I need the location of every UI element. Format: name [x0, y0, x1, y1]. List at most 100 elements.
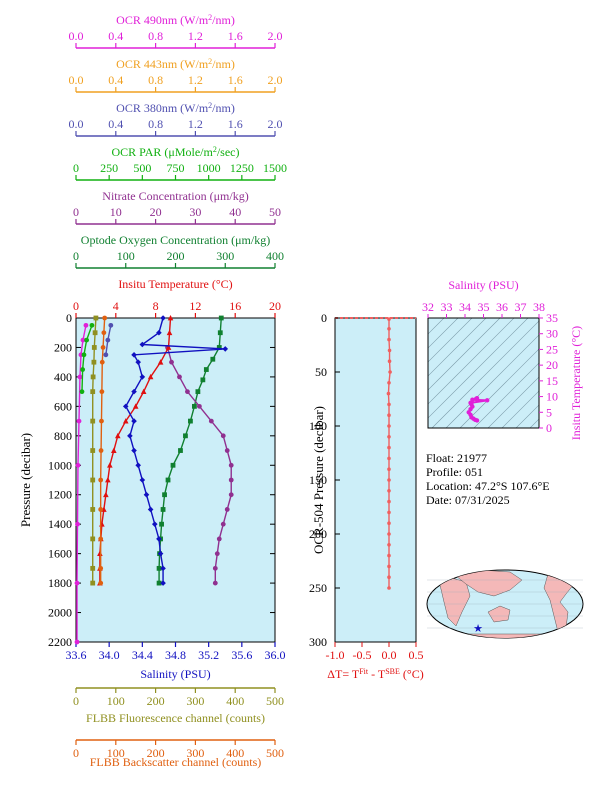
top-tick-label-ocr443: 0.4 — [108, 73, 123, 87]
top-tick-label-par: 1250 — [230, 161, 254, 175]
data-point-ocr380 — [108, 322, 114, 328]
data-point-temperature — [167, 315, 174, 321]
density-contour — [428, 318, 529, 419]
top-tick-label-oxygen: 200 — [167, 249, 185, 263]
data-point-oxygen — [188, 418, 193, 424]
density-contour — [431, 320, 539, 428]
density-contour — [428, 318, 515, 405]
location: Location: 47.2°S 107.6°E — [426, 479, 550, 493]
series-line-backscatter — [99, 317, 106, 584]
y-tick-label: 400 — [54, 370, 72, 384]
data-point-fluorescence — [90, 448, 96, 453]
top-tick-label-oxygen: 400 — [266, 249, 284, 263]
dt-data-point — [387, 489, 391, 493]
bottom-tick-label-backscatter: 100 — [107, 746, 125, 760]
data-point-nitrate — [228, 462, 234, 468]
data-point-par — [79, 389, 85, 395]
density-contour — [428, 318, 445, 335]
data-point-fluorescence — [92, 330, 98, 336]
density-contour — [428, 318, 473, 363]
data-point-nitrate — [185, 389, 190, 395]
data-point-oxygen — [159, 521, 164, 527]
top-tick-label-temperature: 20 — [269, 299, 281, 313]
world-map: ★ — [426, 569, 584, 639]
data-point-temperature — [122, 418, 129, 424]
dt-y-tick-label: 200 — [309, 527, 327, 541]
data-point-fluorescence — [91, 345, 97, 350]
bottom-tick-label-salinity: 33.6 — [66, 648, 87, 662]
data-point-ocr380 — [105, 337, 111, 343]
data-point-salinity — [160, 315, 166, 321]
data-point-backscatter — [98, 507, 104, 512]
data-point-salinity — [127, 433, 133, 439]
density-contour — [428, 318, 459, 349]
data-point-nitrate — [212, 565, 218, 571]
data-point-temperature — [107, 462, 113, 468]
dt-y-tick-label: 250 — [309, 581, 327, 595]
data-point-backscatter — [102, 315, 108, 321]
data-point-backscatter — [98, 580, 104, 586]
data-point-backscatter — [99, 389, 105, 395]
dt-data-point — [387, 564, 391, 569]
antarctica-shape — [439, 633, 571, 638]
bottom-tick-label-fluorescence: 0 — [73, 694, 79, 708]
data-point-ocr490 — [76, 418, 82, 424]
data-point-ocr490 — [77, 374, 83, 380]
data-point-salinity — [131, 352, 137, 358]
top-tick-label-nitrate: 30 — [189, 205, 201, 219]
y-tick-label: 2200 — [48, 635, 72, 649]
data-point-nitrate — [220, 433, 226, 439]
top-tick-label-par: 500 — [133, 161, 151, 175]
top-tick-label-temperature: 8 — [153, 299, 159, 313]
data-point-salinity — [139, 477, 146, 483]
data-point-temperature — [111, 447, 117, 453]
data-point-ocr490 — [74, 580, 80, 586]
ts-x-tick-label: 35 — [478, 300, 490, 314]
top-tick-label-ocr490: 1.6 — [228, 29, 243, 43]
axis-title-nitrate: Nitrate Concentration (μm/kg) — [102, 189, 248, 203]
data-point-fluorescence — [91, 359, 97, 365]
ts-x-tick-label: 38 — [533, 300, 545, 314]
dt-x-tick-label: 0.5 — [409, 648, 424, 662]
data-point-fluorescence — [90, 374, 96, 380]
data-point-fluorescence — [90, 477, 96, 483]
data-point-fluorescence — [90, 389, 96, 395]
dt-data-point — [387, 553, 391, 558]
bottom-tick-label-salinity: 36.0 — [265, 648, 286, 662]
ts-x-tick-label: 36 — [496, 300, 508, 314]
data-point-oxygen — [218, 315, 224, 321]
asia-shape — [455, 570, 523, 597]
data-point-ocr490 — [83, 322, 89, 328]
dt-y-tick-label: 0 — [321, 311, 327, 325]
dt-data-point — [387, 510, 391, 515]
data-point-par — [84, 337, 90, 343]
dt-y-tick-label: 300 — [309, 635, 327, 649]
data-point-backscatter — [100, 345, 106, 350]
delta-t-chart: 0 50 100 150 200 250 300-1.0 -0.5 0.0 0.5 OCR-504 … — [309, 311, 424, 681]
data-point-backscatter — [98, 477, 104, 483]
dt-x-axis-label: ΔT= TFit - TSBE (°C) — [327, 667, 423, 682]
top-tick-label-par: 250 — [100, 161, 118, 175]
top-tick-label-par: 1500 — [263, 161, 287, 175]
data-point-temperature — [132, 403, 139, 409]
dt-data-point — [387, 359, 392, 364]
data-point-salinity — [156, 536, 162, 542]
density-contour — [459, 348, 539, 428]
dt-data-point — [387, 424, 391, 428]
y-tick-label: 1000 — [48, 458, 72, 472]
top-tick-label-ocr380: 2.0 — [268, 117, 283, 131]
dt-plot-area — [335, 318, 416, 642]
ts-y-tick-label: 35 — [546, 311, 558, 325]
data-point-nitrate — [224, 507, 230, 512]
data-point-backscatter — [99, 418, 104, 424]
top-tick-label-nitrate: 40 — [229, 205, 241, 219]
data-point-oxygen — [192, 403, 197, 409]
data-point-temperature — [166, 329, 173, 336]
data-point-backscatter — [101, 330, 107, 336]
top-tick-label-temperature: 16 — [229, 299, 241, 313]
data-point-nitrate — [214, 551, 220, 557]
data-point-salinity — [135, 359, 141, 365]
top-tick-label-ocr443: 1.2 — [188, 73, 203, 87]
data-point-salinity — [139, 374, 146, 380]
